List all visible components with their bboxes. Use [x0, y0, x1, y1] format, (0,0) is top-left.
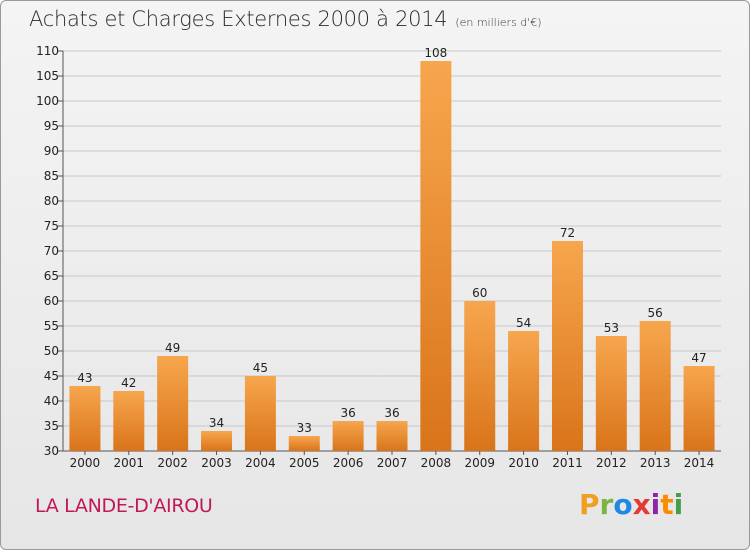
- bar-2009: [464, 301, 496, 451]
- value-label-2005: 33: [297, 421, 312, 435]
- x-tick-label-2003: 2003: [201, 456, 232, 470]
- value-label-2004: 45: [253, 361, 268, 375]
- x-tick-label-2005: 2005: [289, 456, 320, 470]
- y-tick-label: 65: [44, 269, 59, 283]
- logo-letter: r: [599, 488, 614, 521]
- bar-2010: [508, 331, 540, 451]
- value-label-2008: 108: [424, 46, 447, 60]
- value-label-2012: 53: [604, 321, 619, 335]
- bar-2003: [201, 431, 233, 451]
- bars: [69, 61, 715, 451]
- value-label-2003: 34: [209, 416, 224, 430]
- y-tick-label: 70: [44, 244, 59, 258]
- y-tick-label: 85: [44, 169, 59, 183]
- bar-2004: [244, 376, 276, 451]
- y-tick-label: 90: [44, 144, 59, 158]
- value-label-2010: 54: [516, 316, 531, 330]
- value-label-2009: 60: [472, 286, 487, 300]
- chart-title: Achats et Charges Externes 2000 à 2014 (e…: [29, 7, 542, 31]
- x-tick-label-2013: 2013: [640, 456, 671, 470]
- bar-2002: [157, 356, 189, 451]
- value-label-2002: 49: [165, 341, 180, 355]
- bar-2006: [332, 421, 364, 451]
- logo-letter: i: [650, 488, 661, 521]
- x-tick-label-2012: 2012: [596, 456, 627, 470]
- value-label-2013: 56: [648, 306, 663, 320]
- value-label-2001: 42: [121, 376, 136, 390]
- chart-title-text: Achats et Charges Externes 2000 à 2014: [29, 7, 448, 31]
- commune-name: LA LANDE-D'AIROU: [35, 495, 213, 517]
- bar-2001: [113, 391, 145, 451]
- value-label-2007: 36: [384, 406, 399, 420]
- y-tick-label: 95: [44, 119, 59, 133]
- y-tick-label: 100: [36, 94, 59, 108]
- bar-2012: [595, 336, 627, 451]
- bar-2011: [551, 241, 583, 451]
- y-tick-label: 105: [36, 69, 59, 83]
- chart-subtitle: (en milliers d'€): [455, 16, 542, 29]
- value-label-2006: 36: [340, 406, 355, 420]
- y-tick-label: 30: [44, 444, 59, 458]
- y-tick-label: 40: [44, 394, 59, 408]
- logo-letter: i: [673, 488, 684, 521]
- proxiti-logo[interactable]: Proxiti: [579, 488, 683, 521]
- logo-letter: t: [660, 488, 674, 521]
- x-tick-label-2000: 2000: [70, 456, 101, 470]
- bar-2007: [376, 421, 408, 451]
- logo-letter: o: [613, 488, 633, 521]
- y-tick-label: 45: [44, 369, 59, 383]
- y-tick-label: 75: [44, 219, 59, 233]
- y-tick-label: 35: [44, 419, 59, 433]
- labels: 30 35 40 45 50 55 60 65 70 75 80 85 90 95 100 105 110 43 2…: [36, 44, 714, 470]
- x-tick-label-2014: 2014: [684, 456, 715, 470]
- y-tick-label: 50: [44, 344, 59, 358]
- value-label-2000: 43: [77, 371, 92, 385]
- y-tick-label: 60: [44, 294, 59, 308]
- value-label-2014: 47: [691, 351, 706, 365]
- x-tick-label-2006: 2006: [333, 456, 364, 470]
- bar-2005: [288, 436, 320, 451]
- x-tick-label-2008: 2008: [421, 456, 452, 470]
- y-tick-label: 55: [44, 319, 59, 333]
- x-tick-label-2007: 2007: [377, 456, 408, 470]
- bar-2013: [639, 321, 671, 451]
- y-tick-label: 80: [44, 194, 59, 208]
- x-tick-label-2002: 2002: [157, 456, 188, 470]
- x-tick-label-2011: 2011: [552, 456, 583, 470]
- value-label-2011: 72: [560, 226, 575, 240]
- bar-2000: [69, 386, 101, 451]
- x-tick-label-2001: 2001: [114, 456, 145, 470]
- bar-2014: [683, 366, 715, 451]
- x-tick-label-2009: 2009: [464, 456, 495, 470]
- x-tick-label-2010: 2010: [508, 456, 539, 470]
- x-tick-label-2004: 2004: [245, 456, 276, 470]
- y-tick-label: 110: [36, 44, 59, 58]
- logo-letter: P: [579, 488, 600, 521]
- bar-2008: [420, 61, 452, 451]
- logo-letter: x: [632, 488, 651, 521]
